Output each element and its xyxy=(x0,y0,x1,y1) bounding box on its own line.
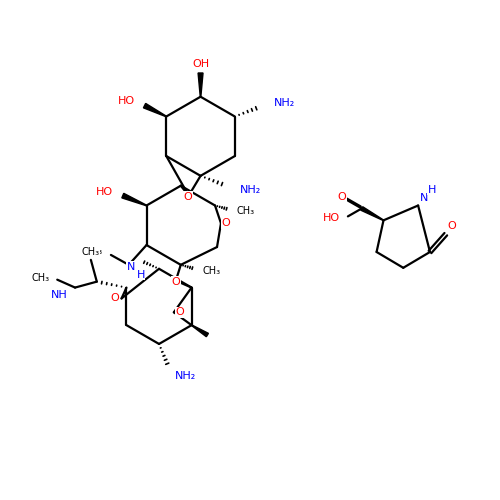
Text: O: O xyxy=(110,294,119,304)
Polygon shape xyxy=(361,206,384,220)
Text: OH: OH xyxy=(192,59,209,69)
Polygon shape xyxy=(198,73,203,96)
Text: CH₃: CH₃ xyxy=(82,247,100,257)
Text: NH₂: NH₂ xyxy=(240,184,262,194)
Text: NH₂: NH₂ xyxy=(175,370,196,380)
Text: NH: NH xyxy=(50,290,67,300)
Text: H: H xyxy=(428,184,436,194)
Polygon shape xyxy=(192,325,208,336)
Text: CH₃: CH₃ xyxy=(31,272,50,282)
Polygon shape xyxy=(122,194,146,206)
Text: O: O xyxy=(172,276,180,286)
Polygon shape xyxy=(144,104,167,117)
Text: O: O xyxy=(184,192,192,202)
Text: O: O xyxy=(176,308,184,318)
Text: O: O xyxy=(338,192,346,202)
Text: CH₃: CH₃ xyxy=(237,206,255,216)
Text: CH₃: CH₃ xyxy=(85,246,103,256)
Text: NH₂: NH₂ xyxy=(274,98,295,108)
Text: N: N xyxy=(420,192,428,202)
Text: HO: HO xyxy=(118,96,134,106)
Text: N: N xyxy=(126,262,135,272)
Text: CH₃: CH₃ xyxy=(202,266,220,276)
Text: H: H xyxy=(136,270,145,280)
Text: O: O xyxy=(448,222,456,232)
Text: O: O xyxy=(222,218,230,228)
Text: HO: HO xyxy=(96,186,113,196)
Text: HO: HO xyxy=(323,214,340,224)
